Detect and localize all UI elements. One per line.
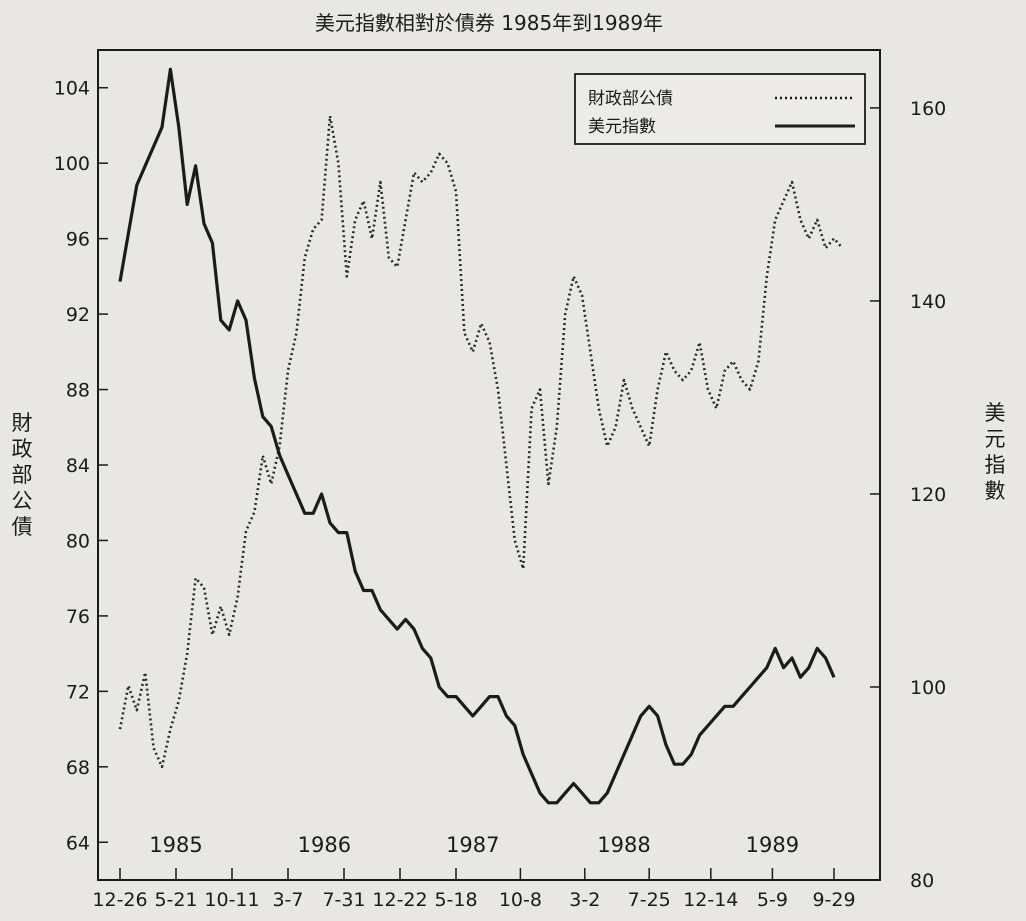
left-axis-tick-label: 92 [66,304,90,326]
series-line-dollar-index [118,67,836,805]
right-axis-tick-label: 80 [910,870,934,892]
left-axis-tick-label: 96 [66,229,90,251]
left-axis-tick-label: 84 [66,455,90,477]
legend-box [574,73,866,145]
year-label: 1986 [298,833,351,857]
x-axis-tick-label: 3-7 [272,889,303,911]
x-axis-tick-label: 12-14 [683,889,738,911]
x-axis-tick-label: 10-11 [204,889,259,911]
year-label: 1987 [446,833,499,857]
plot-frame [97,49,881,881]
x-axis-tick-label: 3-2 [569,889,600,911]
left-axis-tick-label: 100 [54,153,90,175]
left-axis-tick-label: 64 [66,832,90,854]
left-axis-tick-label: 104 [54,78,90,100]
x-axis-tick-label: 5-9 [757,889,788,911]
x-axis-tick-label: 12-26 [92,889,147,911]
right-axis-tick-label: 100 [910,677,946,699]
year-label: 1988 [597,833,650,857]
x-axis-tick-label: 12-22 [372,889,427,911]
left-axis-title: 財政部公債 [12,411,33,539]
left-axis-tick-label: 68 [66,757,90,779]
left-axis-tick-label: 72 [66,681,90,703]
chart-title: 美元指數相對於債券 1985年到1989年 [315,11,663,35]
x-axis-tick-label: 9-29 [812,889,855,911]
left-axis-tick-label: 80 [66,530,90,552]
x-axis-tick-label: 5-21 [154,889,197,911]
right-axis-title: 美元指數 [985,401,1006,503]
year-label: 1989 [746,833,799,857]
legend-label: 美元指數 [588,117,656,137]
right-axis-tick-label: 160 [910,98,946,120]
x-axis-tick-label: 7-31 [322,889,365,911]
right-axis-tick-label: 140 [910,291,946,313]
left-axis-tick-label: 88 [66,380,90,402]
left-axis-tick-label: 76 [66,606,90,628]
right-axis-tick-label: 120 [910,484,946,506]
x-axis-tick-label: 10-8 [499,889,542,911]
x-axis-tick-label: 7-25 [628,889,671,911]
legend-label: 財政部公債 [588,89,673,109]
year-label: 1985 [149,833,202,857]
series-line-treasury [118,114,844,769]
x-axis-tick-label: 5-18 [434,889,477,911]
